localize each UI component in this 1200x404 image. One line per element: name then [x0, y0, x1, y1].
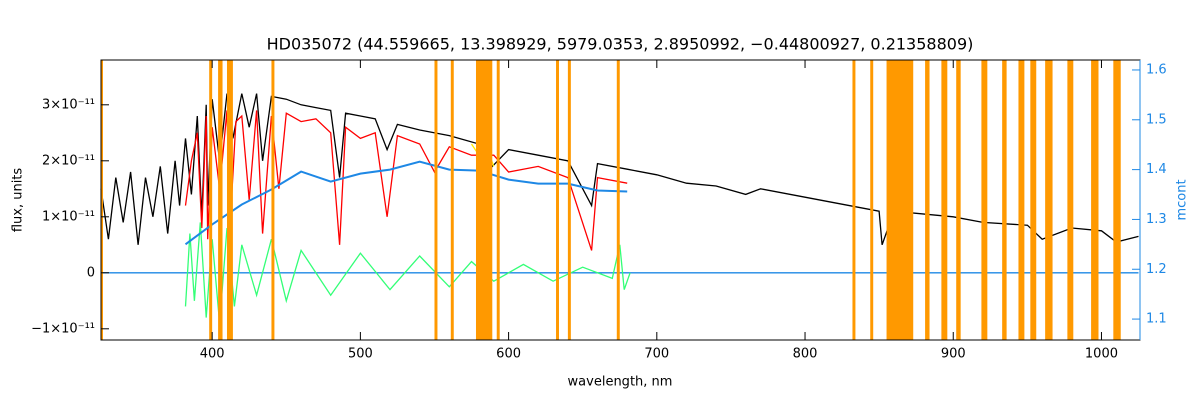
mask-band	[886, 60, 914, 340]
y-tick-label: 2×10⁻¹¹	[42, 153, 95, 168]
y-tick-label: −1×10⁻¹¹	[31, 321, 95, 336]
y-tick-label: 3×10⁻¹¹	[42, 97, 95, 112]
x-tick-label: 400	[200, 347, 225, 362]
mask-band	[450, 60, 454, 340]
spectrum-line	[100, 93, 1139, 246]
y2-tick-label: 1.6	[1146, 62, 1167, 77]
y2-tick-label: 1.2	[1146, 262, 1167, 277]
y-tick-label: 0	[87, 265, 95, 280]
mask-band	[218, 60, 223, 340]
mask-band	[1002, 60, 1007, 340]
mask-band	[209, 60, 213, 340]
y2-tick-label: 1.5	[1146, 112, 1167, 127]
mask-band	[1045, 60, 1053, 340]
x-tick-label: 1000	[1085, 347, 1118, 362]
y2-tick-label: 1.1	[1146, 312, 1167, 327]
mask-band	[870, 60, 874, 340]
y-axis-label: flux, units	[11, 168, 26, 233]
mask-band	[1113, 60, 1121, 340]
mask-band	[1091, 60, 1099, 340]
mask-band	[567, 60, 571, 340]
mask-band	[434, 60, 438, 340]
mask-band	[956, 60, 961, 340]
mask-band	[981, 60, 988, 340]
mask-band	[1030, 60, 1037, 340]
mask-band	[271, 60, 275, 340]
x-tick-label: 500	[348, 347, 373, 362]
x-tick-label: 900	[941, 347, 966, 362]
y2-tick-label: 1.4	[1146, 162, 1167, 177]
mask-band	[226, 60, 233, 340]
mask-band	[616, 60, 620, 340]
chart-title: HD035072 (44.559665, 13.398929, 5979.035…	[267, 35, 974, 54]
mask-band	[1067, 60, 1074, 340]
spectrum-line	[184, 160, 628, 246]
y2-axis-label: mcont	[1175, 179, 1190, 220]
x-tick-label: 600	[496, 347, 521, 362]
x-tick-label: 800	[793, 347, 818, 362]
mask-band	[852, 60, 856, 340]
mask-band	[496, 60, 500, 340]
mask-band	[925, 60, 930, 340]
mask-band	[941, 60, 948, 340]
y-tick-label: 1×10⁻¹¹	[42, 209, 95, 224]
mask-band	[475, 60, 493, 340]
y2-tick-label: 1.3	[1146, 212, 1167, 227]
mask-band	[101, 60, 103, 340]
x-tick-label: 700	[644, 347, 669, 362]
mask-band	[1018, 60, 1025, 340]
x-axis-label: wavelength, nm	[568, 375, 673, 390]
mask-band	[556, 60, 559, 340]
